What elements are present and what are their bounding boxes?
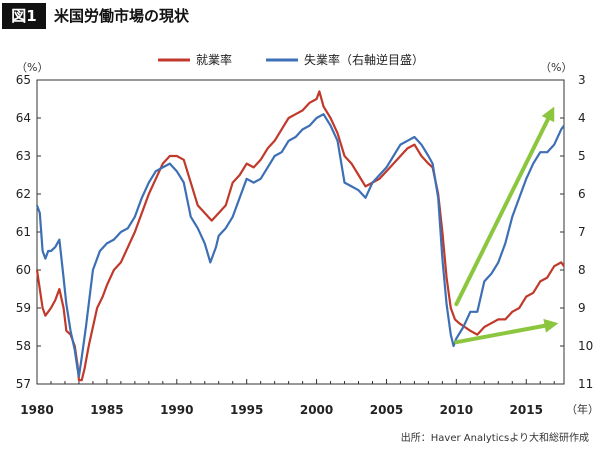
source-note: 出所：Haver Analyticsより大和総研作成 <box>400 433 589 444</box>
legend-label-unemployment-rate: 失業率（右軸逆目盛） <box>304 52 424 67</box>
x-tick-label: 2015 <box>510 403 543 417</box>
y-left-tick-label: 63 <box>16 149 31 163</box>
trend-arrow-head <box>541 106 555 123</box>
x-tick-label: 1995 <box>230 403 263 417</box>
figure-label: 図1 <box>2 3 46 29</box>
y-right-tick-label: 6 <box>578 187 586 201</box>
y-right-tick-label: 5 <box>578 149 586 163</box>
y-right-tick-label: 9 <box>578 301 586 315</box>
y-left-unit: （%） <box>16 61 48 74</box>
y-left-tick-label: 64 <box>16 111 31 125</box>
y-left-tick-label: 61 <box>16 225 31 239</box>
trend-arrow-shaft <box>454 117 551 307</box>
x-tick-label: 2000 <box>300 403 333 417</box>
y-left-tick-label: 65 <box>16 73 31 87</box>
y-right-tick-label: 3 <box>578 73 586 87</box>
legend: 就業率 失業率（右軸逆目盛） <box>158 52 424 67</box>
y-left-tick-label: 59 <box>16 301 31 315</box>
legend-label-employment-rate: 就業率 <box>196 52 232 67</box>
y-right-tick-label: 10 <box>578 339 593 353</box>
y-left-tick-label: 57 <box>16 377 31 391</box>
chart-title: 米国労働市場の現状 <box>54 7 190 25</box>
series-line-unemployment-rate <box>35 113 565 378</box>
trend-arrow-head <box>543 318 559 333</box>
trend-arrow-shaft <box>454 323 547 345</box>
y-left-tick-label: 60 <box>16 263 31 277</box>
x-tick-label: 2010 <box>440 403 473 417</box>
x-tick-label: 1985 <box>90 403 123 417</box>
y-right-tick-label: 4 <box>578 111 586 125</box>
x-tick-label: 1990 <box>160 403 193 417</box>
y-right-tick-label: 7 <box>578 225 586 239</box>
y-left-tick-label: 62 <box>16 187 31 201</box>
y-right-unit: （%） <box>540 61 572 74</box>
x-tick-label: 2005 <box>370 403 403 417</box>
y-left-tick-label: 58 <box>16 339 31 353</box>
y-right-tick-label: 8 <box>578 263 586 277</box>
series-line-employment-rate <box>35 90 565 382</box>
x-tick-label: 1980 <box>20 403 53 417</box>
x-unit: （年） <box>566 402 595 416</box>
y-right-tick-label: 11 <box>578 377 593 391</box>
